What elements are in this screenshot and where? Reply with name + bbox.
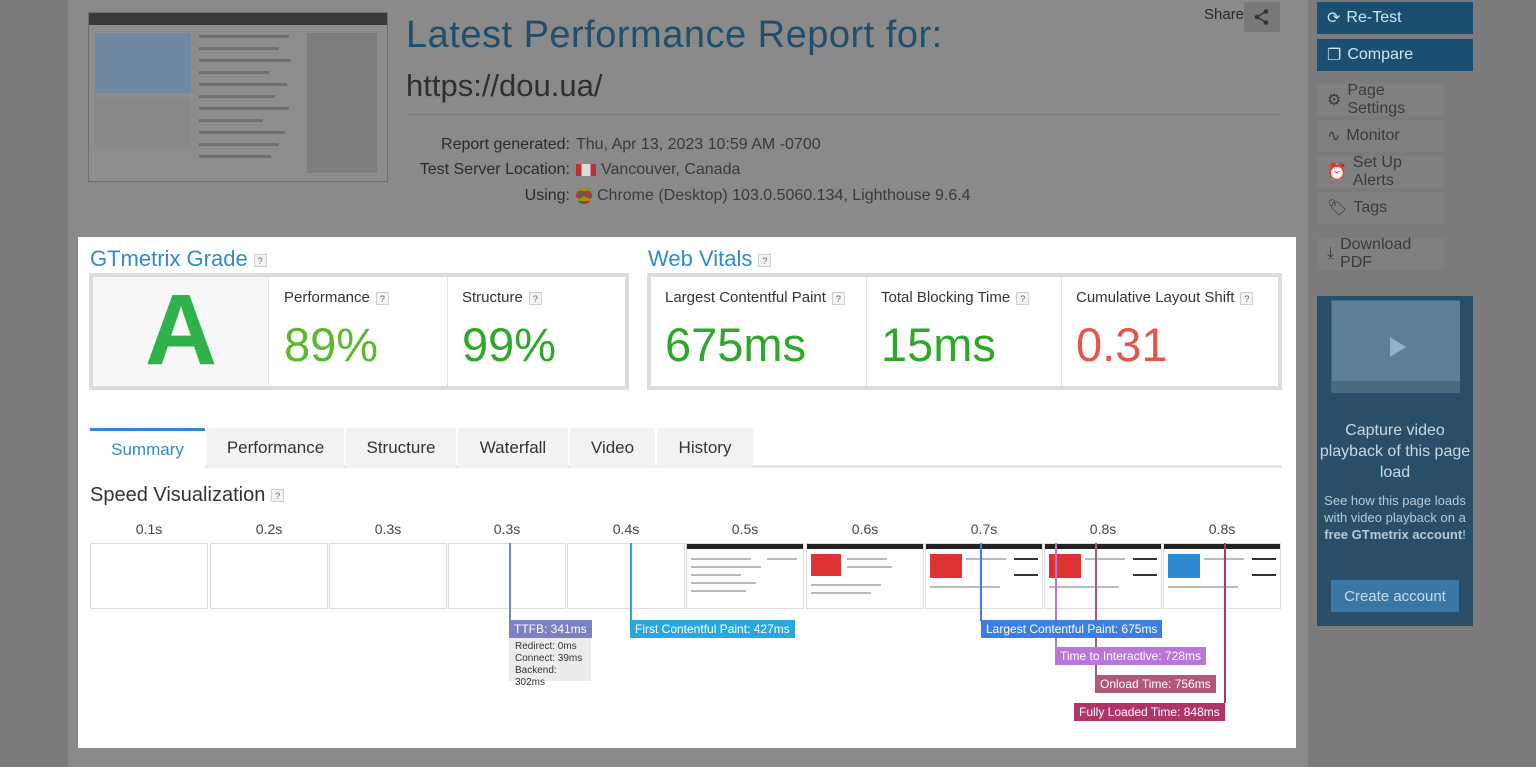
tbt-metric: Total Blocking Time? 15ms [867, 277, 1062, 386]
tab-video[interactable]: Video [570, 428, 655, 468]
tab-history[interactable]: History [657, 428, 753, 468]
help-icon[interactable]: ? [528, 291, 542, 305]
tab-performance[interactable]: Performance [207, 428, 344, 468]
timeline-tick: 0.1s [135, 521, 163, 537]
report-url: https://dou.ua/ [406, 68, 603, 103]
filmstrip-frame[interactable] [1044, 543, 1162, 609]
timeline-tick: 0.7s [970, 521, 998, 537]
fcp-label: First Contentful Paint: 427ms [630, 620, 795, 638]
fully-loaded-label: Fully Loaded Time: 848ms [1074, 703, 1225, 721]
video-playback-promo: Capture video playback of this page load… [1317, 296, 1473, 626]
tti-label: Time to Interactive: 728ms [1055, 647, 1206, 665]
help-icon[interactable]: ? [1016, 291, 1030, 305]
lcp-label: Largest Contentful Paint: 675ms [981, 620, 1163, 638]
filmstrip-frame[interactable] [925, 543, 1043, 609]
report-title: Latest Performance Report for: [406, 14, 943, 56]
filmstrip-frame[interactable] [1163, 543, 1281, 609]
help-icon[interactable]: ? [758, 253, 772, 267]
help-icon[interactable]: ? [831, 291, 845, 305]
performance-score: Performance? 89% [270, 277, 448, 386]
page-settings-button[interactable]: ⚙ Page Settings [1317, 82, 1444, 117]
pulse-icon: ∿ [1327, 128, 1341, 145]
promo-description: See how this page loads with video playb… [1324, 493, 1466, 542]
web-vitals-card: Largest Contentful Paint? 675ms Total Bl… [647, 273, 1282, 390]
tab-structure[interactable]: Structure [346, 428, 456, 468]
set-up-alerts-button[interactable]: ⏰ Set Up Alerts [1317, 154, 1444, 189]
cls-metric: Cumulative Layout Shift? 0.31 [1062, 277, 1278, 386]
help-icon[interactable]: ? [271, 489, 285, 503]
filmstrip-frame[interactable] [806, 543, 924, 609]
speed-visualization-heading: Speed Visualization? [90, 484, 285, 507]
gtmetrix-grade-heading: GTmetrix Grade? [90, 246, 267, 272]
onload-label: Onload Time: 756ms [1095, 675, 1216, 693]
timeline-tick: 0.8s [1089, 521, 1117, 537]
download-pdf-button[interactable]: ⤓ Download PDF [1317, 236, 1444, 271]
help-icon[interactable]: ? [1240, 291, 1254, 305]
chrome-icon [576, 187, 592, 204]
tti-marker-line [1055, 543, 1057, 647]
grade-card: A Performance? 89% Structure? 99% [89, 273, 629, 390]
ttfb-breakdown: Redirect: 0ms Connect: 39ms Backend: 302… [509, 638, 591, 688]
create-account-button[interactable]: Create account [1331, 580, 1459, 612]
background-left [0, 0, 68, 767]
compare-icon: ❐ [1327, 47, 1342, 64]
timeline-tick: 0.6s [851, 521, 879, 537]
tags-button[interactable]: 🏷 Tags [1317, 192, 1444, 224]
refresh-icon: ⟳ [1327, 10, 1341, 27]
share-button[interactable] [1244, 2, 1280, 32]
grade-letter-box: A [93, 274, 269, 386]
filmstrip-frame[interactable] [448, 543, 566, 609]
structure-score: Structure? 99% [462, 289, 557, 371]
tag-icon: 🏷 [1327, 200, 1348, 217]
alarm-clock-icon: ⏰ [1327, 164, 1347, 181]
canada-flag-icon [576, 163, 596, 176]
grade-letter: A [144, 274, 218, 386]
timeline-tick: 0.5s [731, 521, 759, 537]
page-screenshot-thumbnail [88, 12, 388, 182]
filmstrip-frame[interactable] [567, 543, 685, 609]
web-vitals-heading: Web Vitals? [648, 246, 772, 272]
fcp-marker-line [630, 543, 632, 621]
monitor-button[interactable]: ∿ Monitor [1317, 120, 1444, 152]
tab-waterfall[interactable]: Waterfall [458, 428, 568, 468]
timeline-tick: 0.2s [255, 521, 283, 537]
timeline-tick: 0.3s [493, 521, 521, 537]
ttfb-marker-line [509, 543, 511, 621]
filmstrip-frame[interactable] [90, 543, 208, 609]
pdf-icon: ⤓ [1327, 245, 1335, 262]
video-preview-image [1331, 300, 1460, 393]
fully-loaded-marker-line [1224, 543, 1226, 703]
help-icon[interactable]: ? [375, 291, 389, 305]
share-icon [1254, 9, 1269, 25]
lcp-metric: Largest Contentful Paint? 675ms [651, 277, 867, 386]
filmstrip-frame[interactable] [686, 543, 804, 609]
promo-headline: Capture video playback of this page load [1319, 422, 1471, 481]
retest-button[interactable]: ⟳ Re-Test [1317, 2, 1473, 34]
compare-button[interactable]: ❐ Compare [1317, 39, 1473, 71]
tab-summary[interactable]: Summary [90, 428, 205, 468]
timeline-tick: 0.3s [374, 521, 402, 537]
timeline-tick: 0.4s [612, 521, 640, 537]
lcp-marker-line [980, 543, 982, 621]
background-right [1506, 0, 1536, 767]
timeline-tick: 0.8s [1208, 521, 1236, 537]
onload-marker-line [1095, 543, 1097, 675]
ttfb-label: TTFB: 341ms [509, 620, 592, 638]
filmstrip-frame[interactable] [329, 543, 447, 609]
share-label: Share [1204, 6, 1245, 23]
report-tabs: Summary Performance Structure Waterfall … [90, 428, 1282, 468]
divider [406, 114, 1282, 115]
help-icon[interactable]: ? [253, 253, 267, 267]
gear-icon: ⚙ [1327, 92, 1342, 109]
filmstrip-frame[interactable] [210, 543, 328, 609]
